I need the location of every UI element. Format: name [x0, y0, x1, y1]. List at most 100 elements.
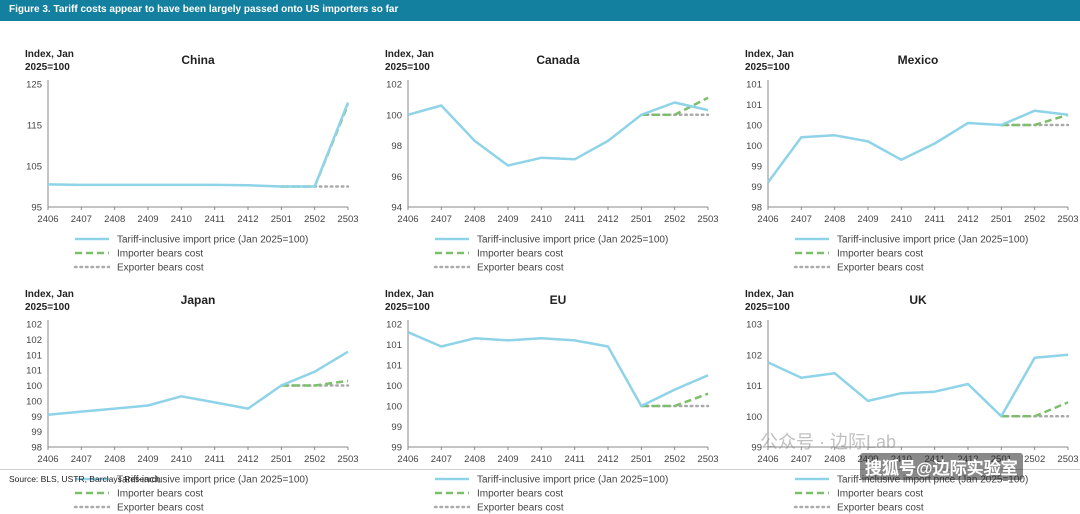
x-tick-label: 2408 — [464, 214, 485, 225]
x-tick-label: 2411 — [564, 214, 584, 225]
legend-label-importer: Importer bears cost — [837, 489, 923, 500]
x-tick-label: 2408 — [104, 214, 125, 225]
x-tick-label: 2503 — [1057, 454, 1078, 465]
y-tick-label: 102 — [386, 320, 402, 331]
x-tick-label: 2412 — [237, 454, 258, 465]
x-tick-label: 2503 — [1057, 214, 1078, 225]
x-tick-label: 2502 — [304, 214, 325, 225]
legend-label-tariff: Tariff-inclusive import price (Jan 2025=… — [117, 235, 308, 246]
y-tick-label: 101 — [386, 361, 402, 372]
chart-panel-canada: Index, Jan 2025=100 Canada 94 96 98 100 102 240… — [360, 42, 719, 274]
series-line-importer — [281, 104, 350, 188]
watermark-top: 公众号 · 边际Lab — [760, 432, 897, 452]
y-axis-label: Index, Jan 2025=100 — [385, 289, 434, 313]
chart-panel-china: Index, Jan 2025=100 China 95 105 115 125 2406 2… — [0, 42, 359, 274]
x-tick-label: 2411 — [564, 454, 584, 465]
legend-label-importer: Importer bears cost — [837, 249, 923, 260]
y-tick-label: 99 — [751, 182, 762, 193]
legend-label-exporter: Exporter bears cost — [837, 503, 924, 514]
y-axis-label: Index, Jan 2025=100 — [25, 49, 74, 73]
y-tick-label: 100 — [386, 110, 402, 121]
chart-title: Mexico — [897, 53, 939, 67]
series-line-importer — [641, 392, 709, 408]
series-line-tariff — [766, 109, 1069, 184]
x-tick-label: 2406 — [397, 214, 418, 225]
x-tick-label: 2409 — [497, 454, 518, 465]
x-tick-label: 2407 — [791, 454, 812, 465]
y-axis-label: Index, Jan 2025=100 — [745, 49, 794, 73]
x-tick-label: 2502 — [304, 454, 325, 465]
source-note: Source: BLS, USTR, Barclays Research — [9, 474, 161, 484]
series-line-importer — [281, 379, 349, 387]
chart-svg-mexico: 98 99 99 100 100 101 101 2406 2407 2408 2409 2410 24… — [746, 80, 1078, 274]
x-tick-label: 2412 — [237, 214, 258, 225]
y-tick-label: 100 — [746, 141, 762, 152]
legend-label-exporter: Exporter bears cost — [477, 503, 564, 514]
x-tick-label: 2501 — [271, 454, 292, 465]
x-tick-label: 2408 — [824, 214, 845, 225]
series-line-tariff — [47, 350, 349, 416]
y-tick-label: 100 — [746, 121, 762, 132]
y-tick-label: 102 — [26, 320, 42, 331]
x-tick-label: 2410 — [531, 214, 552, 225]
x-tick-label: 2406 — [757, 454, 778, 465]
legend-label-importer: Importer bears cost — [477, 489, 563, 500]
x-tick-label: 2410 — [531, 454, 552, 465]
y-axis-label: Index, Jan 2025=100 — [25, 289, 74, 313]
y-tick-label: 105 — [26, 162, 42, 173]
series-line-tariff — [767, 353, 1069, 418]
series-line-tariff — [407, 331, 709, 408]
series-line-tariff — [47, 102, 350, 188]
x-tick-label: 2501 — [991, 214, 1012, 225]
legend-label-tariff: Tariff-inclusive import price (Jan 2025=… — [477, 235, 668, 246]
x-tick-label: 2407 — [431, 214, 452, 225]
x-tick-label: 2502 — [664, 454, 685, 465]
y-tick-label: 101 — [746, 100, 762, 111]
x-tick-label: 2409 — [137, 454, 158, 465]
figure-title: Figure 3. Tariff costs appear to have be… — [9, 4, 399, 15]
chart-title: UK — [909, 293, 927, 307]
chart-panel-eu: Index, Jan 2025=100 EU 99 99 100 100 101 101 102… — [360, 282, 719, 514]
footer-divider — [0, 469, 1080, 470]
y-tick-label: 101 — [26, 350, 42, 361]
y-tick-label: 100 — [746, 412, 762, 423]
y-tick-label: 100 — [26, 396, 42, 407]
y-tick-label: 101 — [746, 381, 762, 392]
legend-label-tariff: Tariff-inclusive import price (Jan 2025=… — [117, 475, 308, 486]
y-tick-label: 99 — [751, 162, 762, 173]
y-tick-label: 102 — [26, 335, 42, 346]
series-line-importer — [641, 96, 709, 117]
y-tick-label: 100 — [386, 381, 402, 392]
y-tick-label: 98 — [751, 203, 762, 214]
y-tick-label: 100 — [26, 381, 42, 392]
legend-label-exporter: Exporter bears cost — [117, 503, 204, 514]
x-tick-label: 2502 — [1024, 454, 1045, 465]
x-tick-label: 2407 — [431, 454, 452, 465]
x-tick-label: 2411 — [924, 214, 944, 225]
chart-svg-eu: 99 99 100 100 101 101 102 2406 2407 2408 2409 2410 2… — [386, 320, 718, 514]
chart-title: EU — [549, 293, 567, 307]
chart-panel-mexico: Index, Jan 2025=100 Mexico 98 99 99 100 100 101… — [720, 42, 1079, 274]
y-tick-label: 102 — [386, 80, 402, 91]
y-tick-label: 99 — [751, 443, 762, 454]
x-tick-label: 2408 — [104, 454, 125, 465]
x-tick-label: 2411 — [204, 214, 224, 225]
chart-svg-china: 95 105 115 125 2406 2407 2408 2409 2410 2411 2412 2… — [26, 80, 358, 274]
x-tick-label: 2409 — [137, 214, 158, 225]
x-tick-label: 2409 — [857, 214, 878, 225]
x-tick-label: 2410 — [171, 214, 192, 225]
x-tick-label: 2407 — [71, 214, 92, 225]
legend-label-importer: Importer bears cost — [477, 249, 563, 260]
x-tick-label: 2503 — [697, 454, 718, 465]
x-tick-label: 2503 — [697, 214, 718, 225]
legend-label-exporter: Exporter bears cost — [837, 263, 924, 274]
x-tick-label: 2409 — [497, 214, 518, 225]
y-tick-label: 99 — [391, 422, 402, 433]
y-tick-label: 125 — [26, 80, 42, 91]
x-tick-label: 2502 — [1024, 214, 1045, 225]
legend-label-tariff: Tariff-inclusive import price (Jan 2025=… — [837, 235, 1028, 246]
x-tick-label: 2501 — [271, 214, 292, 225]
x-tick-label: 2406 — [397, 454, 418, 465]
y-tick-label: 95 — [31, 203, 42, 214]
x-tick-label: 2503 — [337, 454, 358, 465]
